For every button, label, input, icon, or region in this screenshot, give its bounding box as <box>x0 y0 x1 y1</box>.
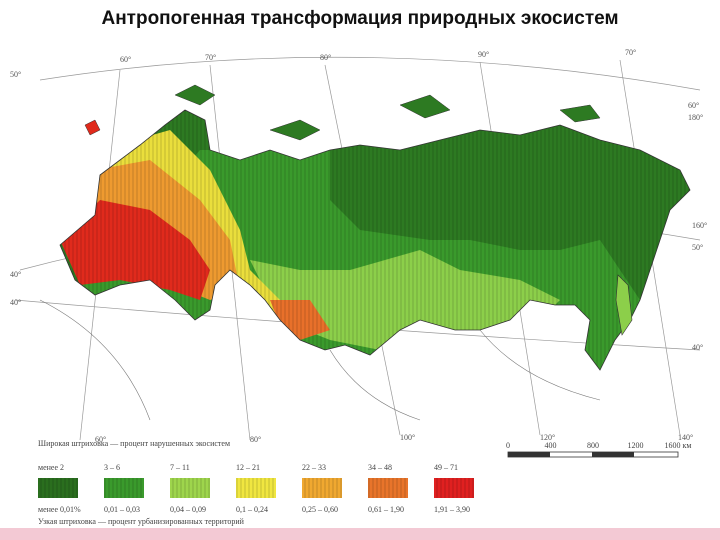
scale-label: 1600 км <box>665 441 692 450</box>
legend-swatch-hatch <box>104 478 144 498</box>
graticule-label: 40° <box>10 270 21 279</box>
graticule-label: 70° <box>625 48 636 57</box>
legend-label: 1,91 – 3,90 <box>434 505 470 514</box>
graticule-label: 100° <box>400 433 415 442</box>
country-borders <box>39 299 601 421</box>
graticule-label: 40° <box>10 298 21 307</box>
graticule-labels: 60° 70° 80° 90° 70° 50° 60° 180° 160° 50° 40° 40° 40… <box>10 48 707 444</box>
legend-caption: Узкая штриховка — процент урбанизированн… <box>38 517 245 526</box>
legend-swatch-hatch <box>236 478 276 498</box>
legend-swatch-hatch <box>38 478 78 498</box>
title: Антропогенная трансформация природных эк… <box>101 8 618 29</box>
legend-swatch-hatch <box>302 478 342 498</box>
graticule-label: 50° <box>10 70 21 79</box>
legend-items: менее 2 3 – 6 7 – 11 12 – 21 22 – 33 34 – 48 4… <box>38 463 474 514</box>
legend-caption: Широкая штриховка — процент нарушенных э… <box>38 439 230 448</box>
legend-label: 7 – 11 <box>170 463 190 472</box>
legend-label: менее 2 <box>38 463 64 472</box>
scale-bar-segment <box>508 452 550 457</box>
graticule-label: 90° <box>478 50 489 59</box>
legend-label: 0,61 – 1,90 <box>368 505 404 514</box>
legend-label: 0,01 – 0,03 <box>104 505 140 514</box>
scale-label: 400 <box>545 441 557 450</box>
graticule-label: 160° <box>692 221 707 230</box>
legend-label: 22 – 33 <box>302 463 326 472</box>
legend-label: менее 0,01% <box>38 505 81 514</box>
graticule-label: 50° <box>692 243 703 252</box>
graticule-label: 60° <box>120 55 131 64</box>
scale-label: 1200 <box>628 441 644 450</box>
sakhalin <box>615 274 633 336</box>
legend: Широкая штриховка — процент нарушенных э… <box>38 439 474 526</box>
legend-label: 0,04 – 0,09 <box>170 505 206 514</box>
legend-label: 12 – 21 <box>236 463 260 472</box>
legend-label: 3 – 6 <box>104 463 120 472</box>
kaliningrad <box>84 119 101 136</box>
russia-outline <box>59 109 691 371</box>
graticule-label: 140° <box>678 433 693 442</box>
parallel <box>39 56 701 91</box>
graticule-label: 80° <box>320 53 331 62</box>
legend-swatch-hatch <box>434 478 474 498</box>
scale-bar-segment <box>592 452 634 457</box>
graticule-label: 40° <box>692 343 703 352</box>
graticule-label: 70° <box>205 53 216 62</box>
legend-swatch-hatch <box>170 478 210 498</box>
graticule-label: 80° <box>250 435 261 444</box>
scale-label: 800 <box>587 441 599 450</box>
legend-label: 0,1 – 0,24 <box>236 505 268 514</box>
scale-bar: 0 400 800 1200 1600 км <box>506 441 692 458</box>
arctic-islands <box>174 84 601 141</box>
graticule-label: 60° <box>95 435 106 444</box>
graticule-label: 120° <box>540 433 555 442</box>
graticule-label: 60° <box>688 101 699 110</box>
legend-label: 34 – 48 <box>368 463 392 472</box>
legend-label: 0,25 – 0,60 <box>302 505 338 514</box>
graticule-label: 180° <box>688 113 703 122</box>
legend-swatch-hatch <box>368 478 408 498</box>
legend-label: 49 – 71 <box>434 463 458 472</box>
scale-label: 0 <box>506 441 510 450</box>
bottom-strip <box>0 528 720 540</box>
